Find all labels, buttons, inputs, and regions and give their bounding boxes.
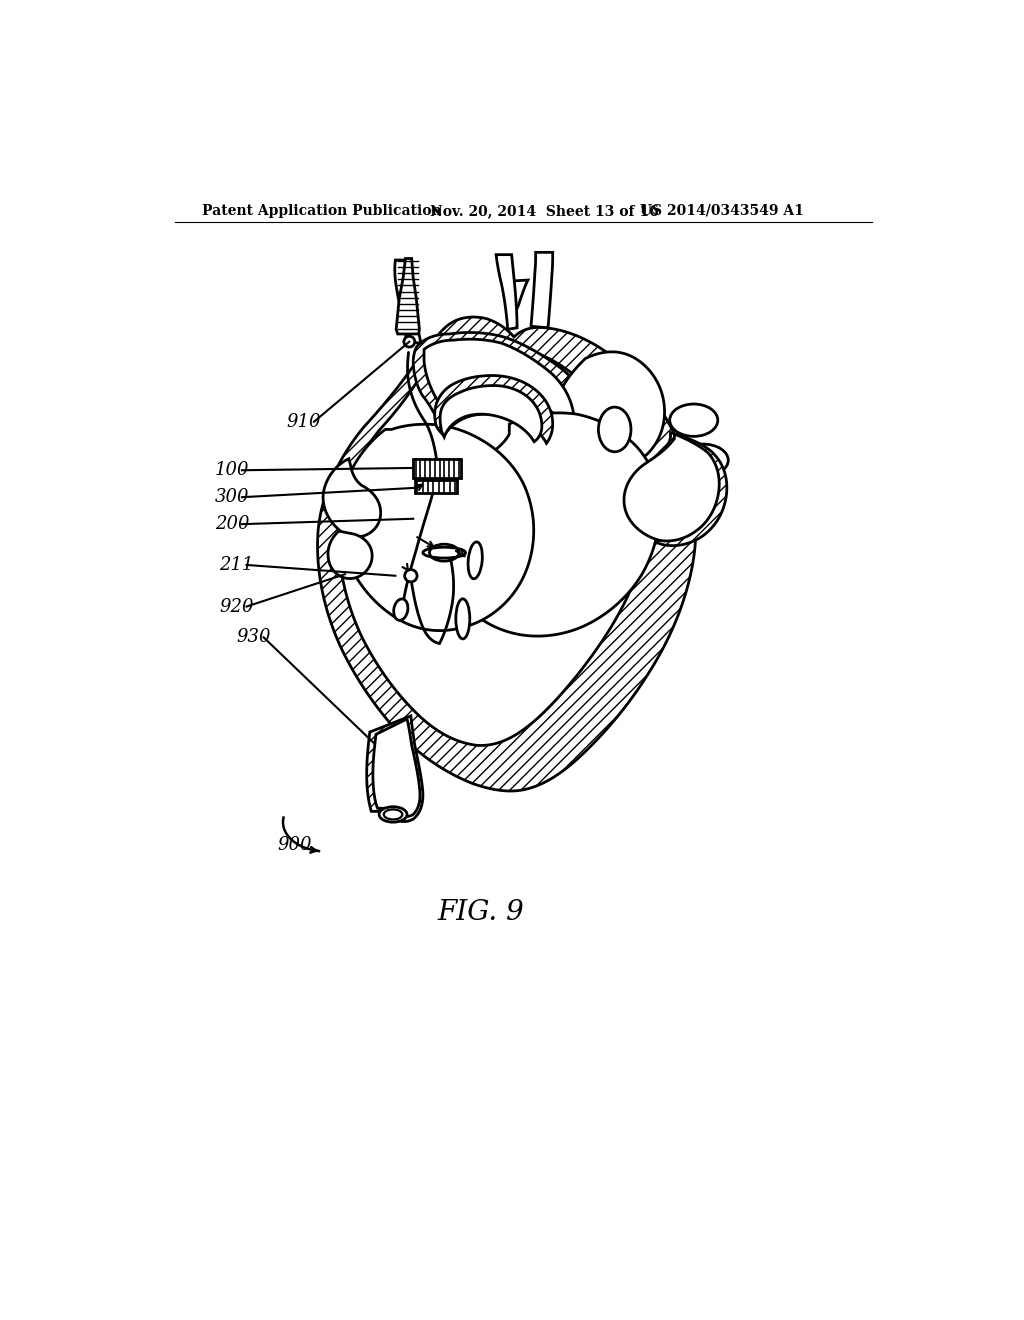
- Text: FIG. 9: FIG. 9: [437, 899, 524, 927]
- Text: 920: 920: [219, 598, 254, 615]
- Text: 200: 200: [215, 515, 249, 533]
- Polygon shape: [440, 385, 542, 442]
- Polygon shape: [531, 252, 553, 327]
- Text: 100: 100: [215, 461, 249, 479]
- Polygon shape: [415, 480, 458, 494]
- Polygon shape: [424, 339, 575, 438]
- Ellipse shape: [379, 807, 407, 822]
- Ellipse shape: [468, 543, 482, 578]
- Ellipse shape: [598, 407, 631, 451]
- Ellipse shape: [678, 444, 728, 477]
- Polygon shape: [414, 333, 593, 444]
- Polygon shape: [317, 317, 696, 791]
- Polygon shape: [367, 715, 423, 821]
- Polygon shape: [496, 255, 517, 330]
- Ellipse shape: [669, 483, 716, 513]
- Ellipse shape: [393, 599, 408, 620]
- Circle shape: [404, 570, 417, 582]
- Text: 300: 300: [215, 488, 249, 506]
- Ellipse shape: [670, 404, 718, 437]
- Polygon shape: [555, 352, 665, 469]
- Text: Nov. 20, 2014  Sheet 13 of 16: Nov. 20, 2014 Sheet 13 of 16: [430, 203, 659, 218]
- Ellipse shape: [429, 544, 459, 561]
- Polygon shape: [626, 433, 727, 545]
- Polygon shape: [339, 338, 646, 746]
- Ellipse shape: [456, 599, 470, 639]
- Polygon shape: [396, 259, 420, 334]
- Text: US 2014/0343549 A1: US 2014/0343549 A1: [640, 203, 804, 218]
- Text: 930: 930: [237, 628, 271, 647]
- Polygon shape: [395, 260, 421, 343]
- Text: 900: 900: [278, 837, 312, 854]
- Polygon shape: [441, 413, 659, 636]
- Text: Patent Application Publication: Patent Application Publication: [202, 203, 441, 218]
- Polygon shape: [502, 280, 528, 327]
- Circle shape: [403, 337, 415, 347]
- Text: 211: 211: [219, 556, 254, 574]
- Polygon shape: [624, 434, 719, 541]
- Polygon shape: [339, 424, 534, 631]
- Polygon shape: [328, 531, 372, 578]
- Text: 910: 910: [287, 413, 322, 430]
- Polygon shape: [323, 459, 381, 537]
- Polygon shape: [414, 459, 461, 478]
- Polygon shape: [373, 719, 420, 817]
- Polygon shape: [435, 376, 553, 444]
- Ellipse shape: [384, 809, 402, 820]
